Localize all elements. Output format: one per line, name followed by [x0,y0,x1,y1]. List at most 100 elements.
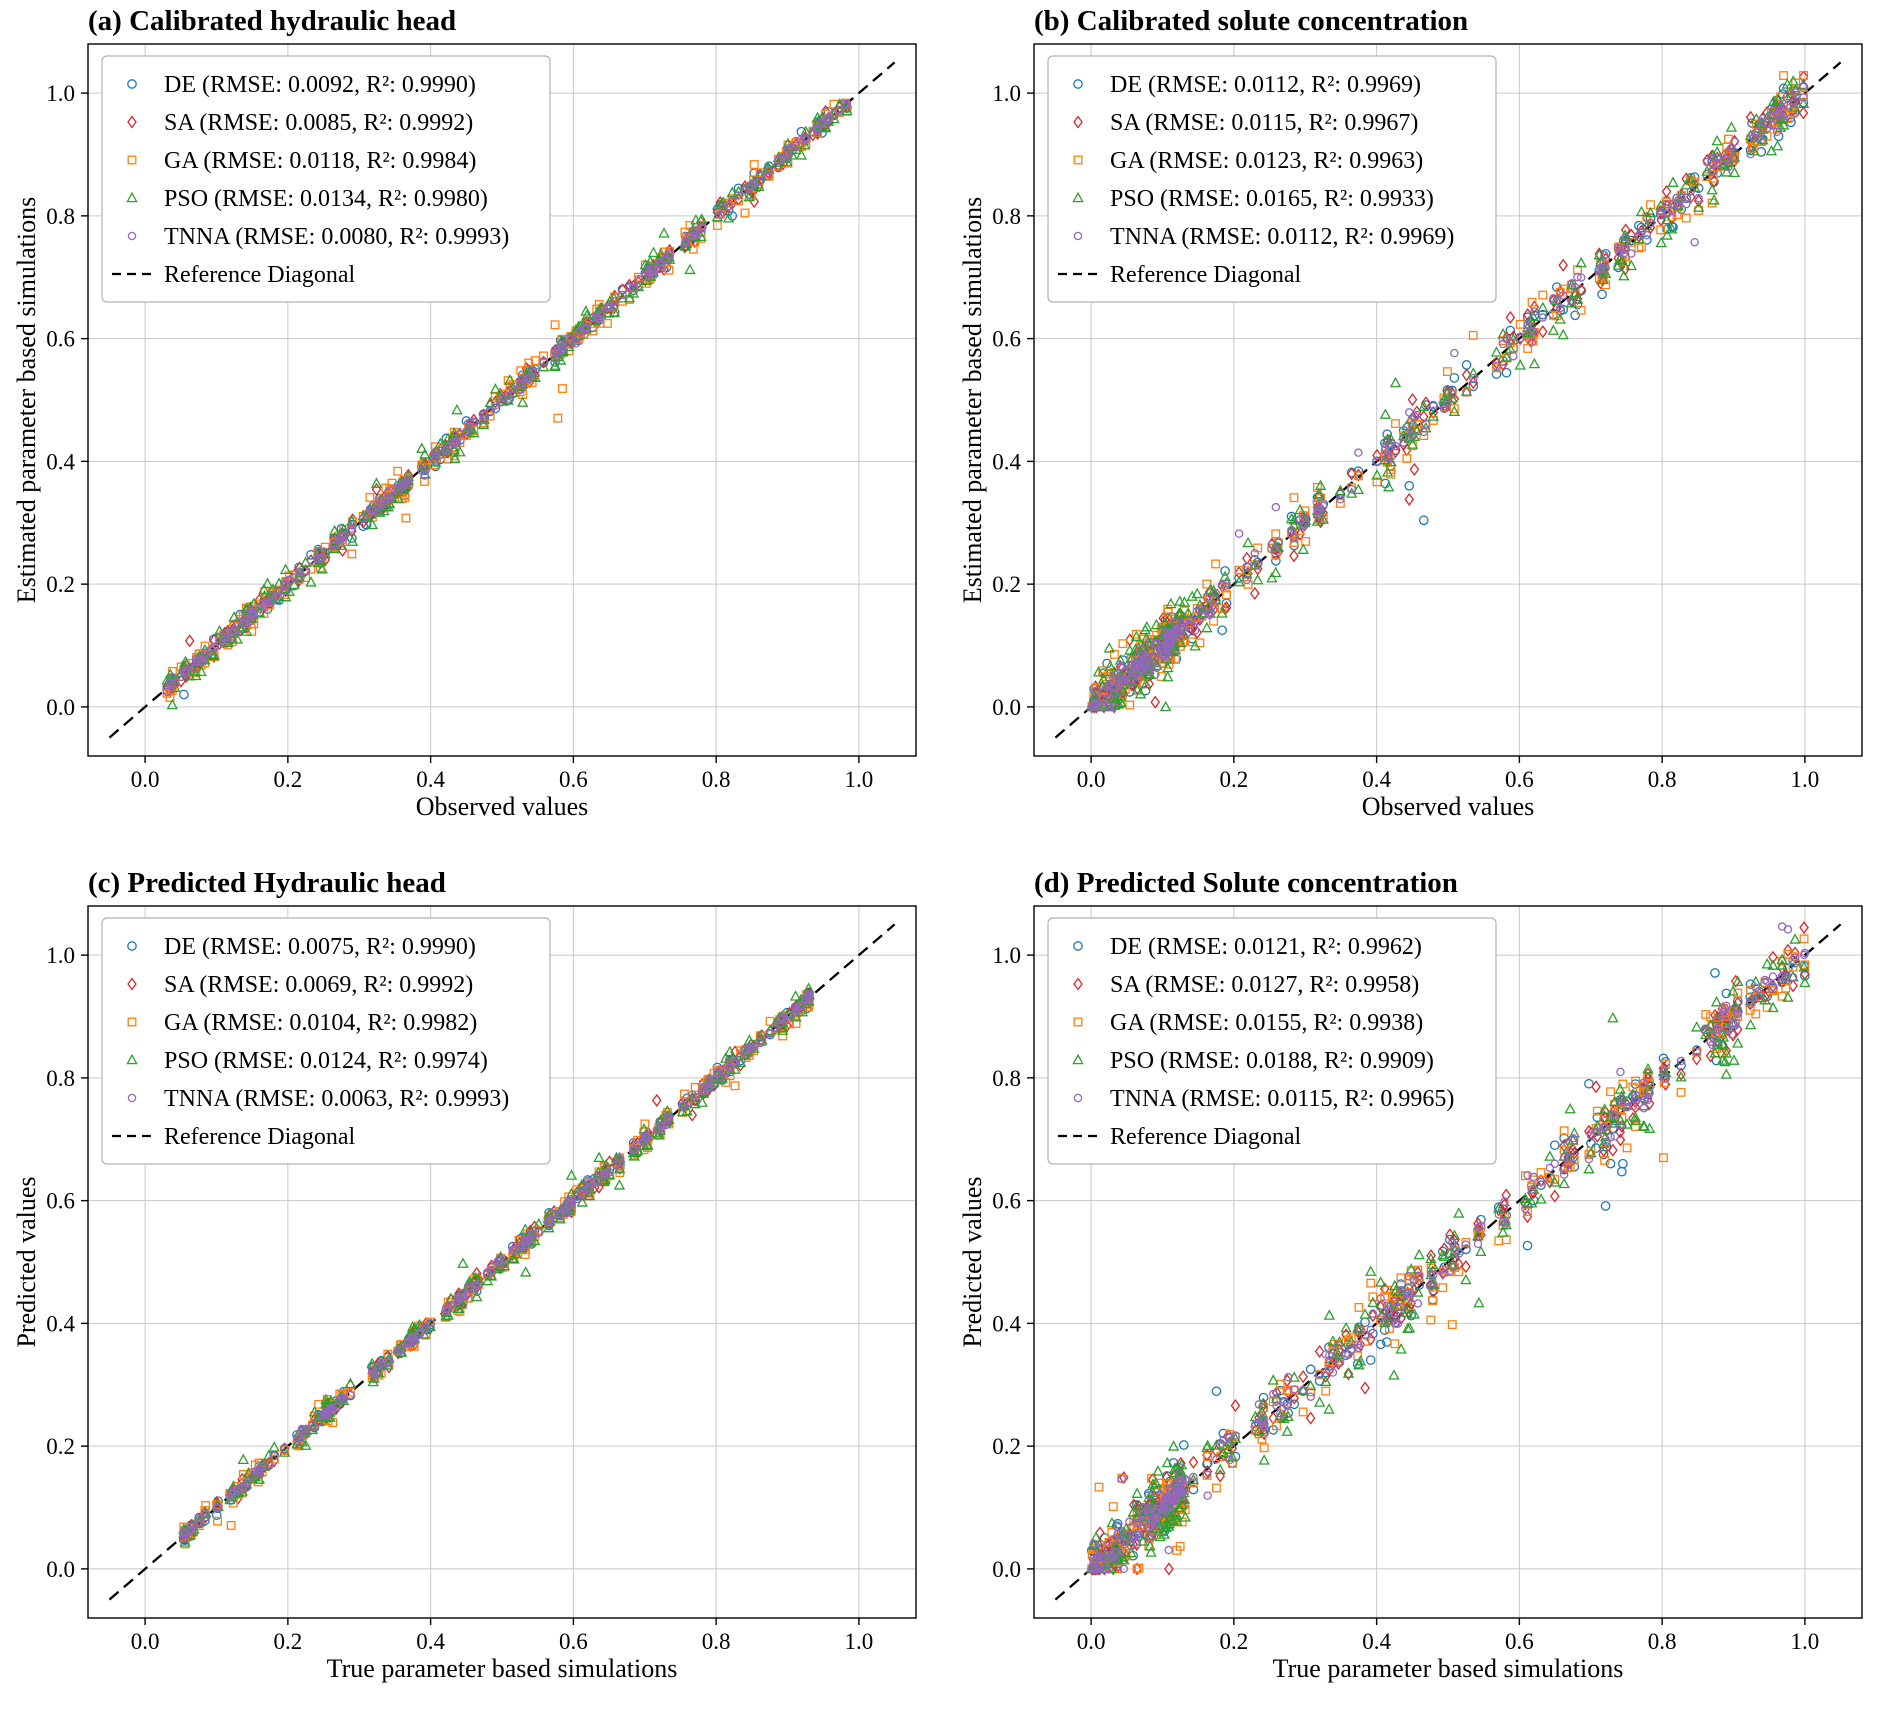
legend-entry: Reference Diagonal [1058,1124,1302,1150]
panel-a-title: (a) Calibrated hydraulic head [88,5,457,37]
y-tick-label: 1.0 [46,81,75,106]
series-TNNA [162,99,852,697]
y-tick-label: 0.0 [46,695,75,720]
x-tick-label: 0.4 [1362,1629,1391,1654]
legend-label: DE (RMSE: 0.0112, R²: 0.9969) [1110,72,1421,98]
x-tick-label: 1.0 [1791,767,1820,792]
x-tick-label: 0.6 [1505,767,1534,792]
x-tick-label: 0.4 [416,767,445,792]
axis-ticks: 0.0 0.2 0.4 0.6 0.8 1.0 0.0 0.2 0.4 0.6 0.8 1.0 [46,81,873,792]
legend-entry: GA (RMSE: 0.0123, R²: 0.9963) [1073,148,1423,174]
panel-a-xlabel: Observed values [415,792,589,821]
y-tick-label: 0.4 [46,1311,75,1336]
scatter-series [1086,70,1810,714]
panel-c-title: (c) Predicted Hydraulic head [88,867,446,899]
legend-entry: DE (RMSE: 0.0121, R²: 0.9962) [1073,934,1422,960]
legend-label: Reference Diagonal [1110,262,1302,288]
panel-a-ylabel: Estimated parameter based simulations [12,196,41,604]
panel-a-plot: 0.0 0.2 0.4 0.6 0.8 1.0 0.0 0.2 0.4 0.6 0.8 1.0 DE (… [46,43,917,792]
x-tick-label: 0.6 [559,1629,588,1654]
x-tick-label: 0.2 [273,1629,302,1654]
panel-c-xlabel: True parameter based simulations [326,1654,678,1683]
axis-ticks: 0.0 0.2 0.4 0.6 0.8 1.0 0.0 0.2 0.4 0.6 0.8 1.0 [992,943,1819,1654]
legend-entry: DE (RMSE: 0.0075, R²: 0.9990) [127,934,476,960]
x-tick-label: 0.8 [702,1629,731,1654]
panel-c-ylabel: Predicted values [12,1176,41,1348]
legend-label: Reference Diagonal [164,1124,356,1150]
legend-entry: Reference Diagonal [112,262,356,288]
legend-label: PSO (RMSE: 0.0165, R²: 0.9933) [1110,186,1434,212]
legend-entry: GA (RMSE: 0.0104, R²: 0.9982) [127,1010,477,1036]
legend-entry: TNNA (RMSE: 0.0115, R²: 0.9965) [1073,1086,1454,1112]
axes-frame [1033,43,1863,757]
legend-entry: SA (RMSE: 0.0069, R²: 0.9992) [127,972,473,998]
legend-label: TNNA (RMSE: 0.0080, R²: 0.9993) [164,224,509,250]
y-tick-label: 0.2 [992,572,1021,597]
legend-label: SA (RMSE: 0.0127, R²: 0.9958) [1110,972,1419,998]
legend-entry: DE (RMSE: 0.0092, R²: 0.9990) [127,72,476,98]
gridlines [88,906,916,1618]
legend-entry: SA (RMSE: 0.0115, R²: 0.9967) [1073,110,1418,136]
axis-ticks: 0.0 0.2 0.4 0.6 0.8 1.0 0.0 0.2 0.4 0.6 0.8 1.0 [992,81,1819,792]
legend-entry: TNNA (RMSE: 0.0063, R²: 0.9993) [127,1086,509,1112]
legend-entry: DE (RMSE: 0.0112, R²: 0.9969) [1073,72,1421,98]
panel-d-plot: 0.0 0.2 0.4 0.6 0.8 1.0 0.0 0.2 0.4 0.6 0.8 1.0 DE (… [992,905,1863,1654]
x-tick-label: 1.0 [1791,1629,1820,1654]
y-tick-label: 0.0 [992,1557,1021,1582]
panel-d-xlabel: True parameter based simulations [1272,1654,1624,1683]
y-tick-label: 0.4 [992,449,1021,474]
y-tick-label: 0.4 [992,1311,1021,1336]
legend-label: DE (RMSE: 0.0075, R²: 0.9990) [164,934,476,960]
panel-b: 0.0 0.2 0.4 0.6 0.8 1.0 0.0 0.2 0.4 0.6 0.8 1.0 DE (… [946,0,1892,862]
x-tick-label: 0.4 [416,1629,445,1654]
legend-label: PSO (RMSE: 0.0134, R²: 0.9980) [164,186,488,212]
axes-frame [1033,905,1863,1619]
legend-entry: PSO (RMSE: 0.0134, R²: 0.9980) [126,186,488,212]
legend: DE (RMSE: 0.0092, R²: 0.9990) SA (RMSE: 0… [101,55,551,303]
y-tick-label: 0.8 [46,1066,75,1091]
legend-label: DE (RMSE: 0.0121, R²: 0.9962) [1110,934,1422,960]
axis-ticks: 0.0 0.2 0.4 0.6 0.8 1.0 0.0 0.2 0.4 0.6 0.8 1.0 [46,943,873,1654]
scatter-series [1086,921,1811,1576]
x-tick-label: 0.8 [1648,1629,1677,1654]
axes-frame [87,905,917,1619]
legend-label: Reference Diagonal [164,262,356,288]
y-tick-label: 0.6 [46,327,75,352]
y-tick-label: 0.0 [992,695,1021,720]
y-tick-label: 0.2 [46,1434,75,1459]
y-tick-label: 0.4 [46,449,75,474]
scatter-series [178,982,815,1549]
y-tick-label: 0.6 [992,1189,1021,1214]
panel-b-ylabel: Estimated parameter based simulations [958,196,987,604]
x-tick-label: 1.0 [845,767,874,792]
legend: DE (RMSE: 0.0121, R²: 0.9962) SA (RMSE: 0… [1047,917,1497,1165]
scatter-series [161,98,853,710]
x-tick-label: 0.2 [273,767,302,792]
legend-entry: PSO (RMSE: 0.0188, R²: 0.9909) [1072,1048,1434,1074]
y-tick-label: 0.2 [46,572,75,597]
legend-label: TNNA (RMSE: 0.0115, R²: 0.9965) [1110,1086,1454,1112]
legend-entry: TNNA (RMSE: 0.0080, R²: 0.9993) [127,224,509,250]
legend-label: GA (RMSE: 0.0104, R²: 0.9982) [164,1010,477,1036]
panel-c-plot: 0.0 0.2 0.4 0.6 0.8 1.0 0.0 0.2 0.4 0.6 0.8 1.0 DE (… [46,905,917,1654]
panel-c: 0.0 0.2 0.4 0.6 0.8 1.0 0.0 0.2 0.4 0.6 0.8 1.0 DE (… [0,862,946,1724]
x-tick-label: 0.4 [1362,767,1391,792]
x-tick-label: 0.6 [1505,1629,1534,1654]
y-tick-label: 0.8 [46,204,75,229]
panel-a: 0.0 0.2 0.4 0.6 0.8 1.0 0.0 0.2 0.4 0.6 0.8 1.0 DE (… [0,0,946,862]
legend-entry: Reference Diagonal [112,1124,356,1150]
y-tick-label: 1.0 [46,943,75,968]
x-tick-label: 0.8 [702,767,731,792]
legend-label: GA (RMSE: 0.0155, R²: 0.9938) [1110,1010,1423,1036]
legend-label: DE (RMSE: 0.0092, R²: 0.9990) [164,72,476,98]
legend-label: GA (RMSE: 0.0118, R²: 0.9984) [164,148,476,174]
axes-frame [87,43,917,757]
legend-label: PSO (RMSE: 0.0124, R²: 0.9974) [164,1048,488,1074]
series-TNNA [1087,922,1810,1574]
legend-label: Reference Diagonal [1110,1124,1302,1150]
x-tick-label: 0.0 [131,767,160,792]
x-tick-label: 0.0 [1077,1629,1106,1654]
y-tick-label: 0.6 [992,327,1021,352]
legend: DE (RMSE: 0.0075, R²: 0.9990) SA (RMSE: 0… [101,917,551,1165]
